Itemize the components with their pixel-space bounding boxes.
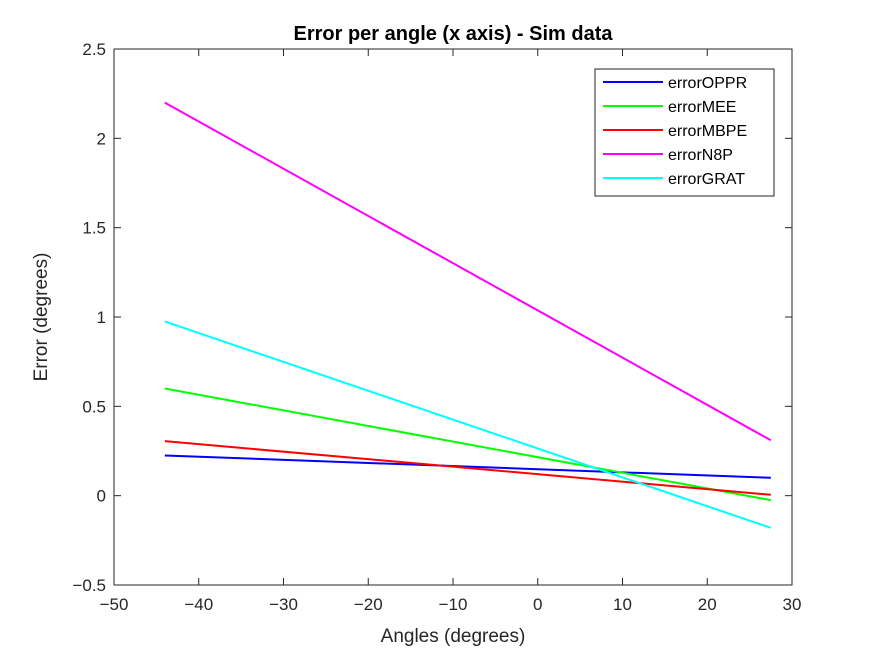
series-line-errorMEE — [164, 387, 771, 502]
y-tick-label: 2.5 — [82, 40, 106, 59]
chart-title: Error per angle (x axis) - Sim data — [294, 23, 614, 45]
x-tick-label: 30 — [783, 595, 802, 614]
y-tick-label: 1.5 — [82, 219, 106, 238]
legend-label-errorN8P: errorN8P — [668, 147, 733, 164]
y-tick-label: 1 — [97, 308, 106, 327]
x-tick-label: 20 — [698, 595, 717, 614]
series-line-errorGRAT — [164, 320, 772, 529]
x-tick-label: −20 — [354, 595, 383, 614]
y-tick-label: −0.5 — [72, 576, 106, 595]
x-tick-label: −10 — [439, 595, 468, 614]
y-tick-label: 0 — [97, 487, 106, 506]
series-line-errorMBPE — [164, 440, 771, 496]
legend-label-errorMEE: errorMEE — [668, 99, 736, 116]
y-ticks: −0.5 0 0.5 1 1.5 2 2.5 — [72, 40, 792, 595]
legend-label-errorOPPR: errorOPPR — [668, 75, 747, 92]
y-tick-label: 2 — [97, 129, 106, 148]
series-line-errorN8P — [164, 101, 772, 442]
x-tick-label: −50 — [100, 595, 129, 614]
x-tick-label: 0 — [533, 595, 542, 614]
x-tick-label: −30 — [269, 595, 298, 614]
legend-label-errorGRAT: errorGRAT — [668, 171, 745, 188]
legend-box — [594, 68, 775, 197]
x-tick-label: −40 — [184, 595, 213, 614]
series-layer — [164, 101, 772, 529]
x-axis-label: Angles (degrees) — [381, 626, 526, 647]
legend-label-errorMBPE: errorMBPE — [668, 123, 747, 140]
series-line-errorOPPR — [164, 454, 771, 479]
x-tick-label: 10 — [613, 595, 632, 614]
legend: errorOPPR errorMEE errorMBPE errorN8P errorG… — [594, 68, 775, 197]
y-tick-label: 0.5 — [82, 397, 106, 416]
x-ticks: −50 −40 −30 −20 −10 0 10 20 30 — [100, 49, 802, 614]
y-axis-label: Error (degrees) — [31, 253, 52, 382]
